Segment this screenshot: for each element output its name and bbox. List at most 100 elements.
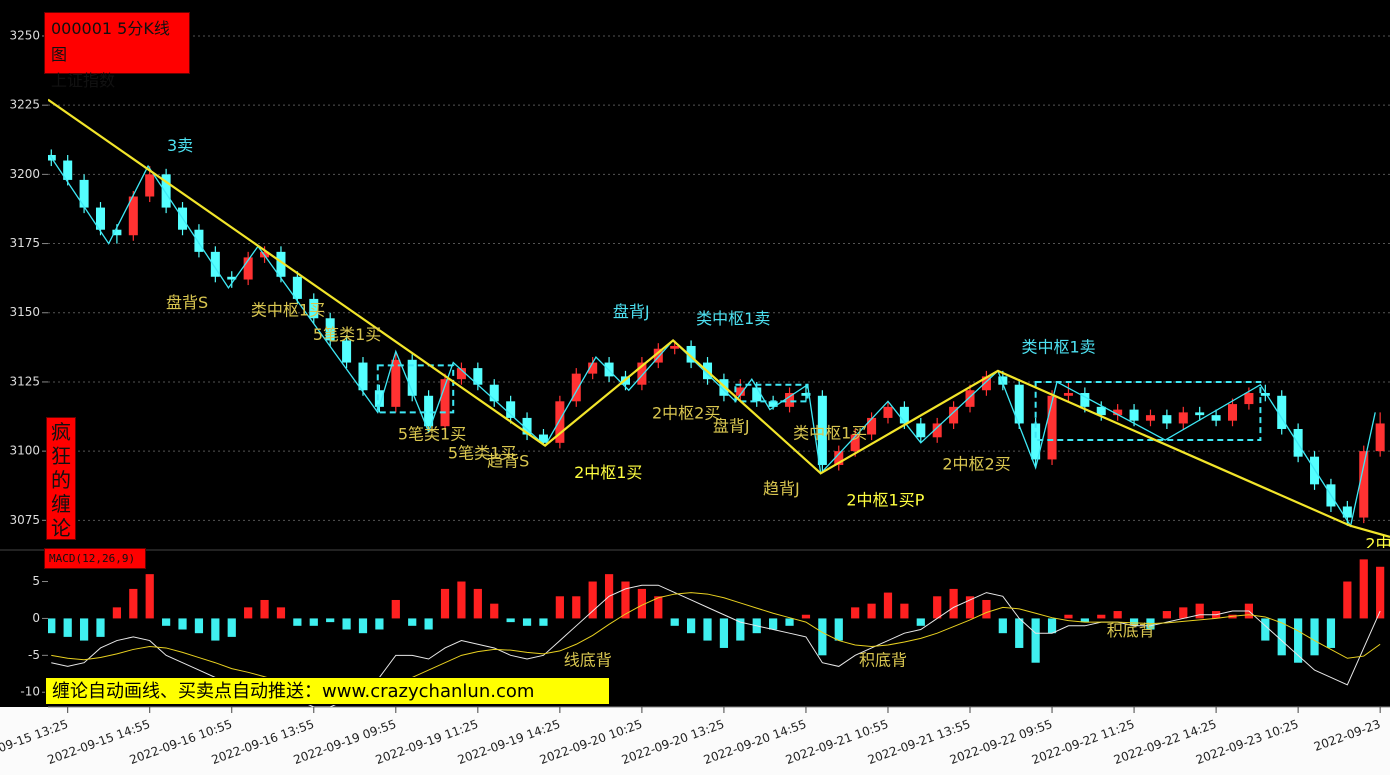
macd-bar <box>424 618 433 630</box>
candle-body <box>1375 423 1385 452</box>
candle-body <box>112 229 122 236</box>
macd-bar <box>79 618 89 641</box>
y-tick-label: -5 <box>28 648 40 662</box>
banner: 缠论自动画线、买卖点自动推送：www.crazychanlun.com <box>45 677 610 705</box>
macd-bar <box>1097 614 1106 619</box>
candle-body <box>883 406 893 418</box>
annotation: 2中枢1买 <box>574 463 642 482</box>
macd-bar <box>769 618 778 630</box>
candle-body <box>325 318 335 341</box>
candle-body <box>965 390 975 407</box>
macd-bar <box>1179 607 1188 619</box>
annotation: 3卖 <box>167 136 193 155</box>
macd-bar <box>96 618 105 637</box>
segment-line <box>48 98 1390 538</box>
candle-body <box>1277 395 1287 429</box>
macd-bar <box>851 607 860 619</box>
candle-body <box>1227 404 1238 421</box>
candle-body <box>1359 451 1369 518</box>
candle-body <box>506 401 516 418</box>
macd-bar <box>785 618 794 626</box>
macd-bar <box>1080 618 1089 623</box>
candle-body <box>243 257 253 280</box>
macd-bar <box>1294 618 1303 663</box>
axes: 307531003125315031753200322532502022-09-… <box>0 28 1382 767</box>
macd-bar <box>129 588 138 619</box>
candle-body <box>1195 412 1205 416</box>
macd-bar <box>965 596 975 619</box>
candle-body <box>949 406 959 424</box>
macd-bar <box>375 618 384 630</box>
macd-bar <box>440 588 450 619</box>
macd-bar <box>555 596 564 619</box>
macd-bar <box>1129 618 1139 626</box>
candle-body <box>571 373 581 402</box>
pivot-zone <box>734 383 809 403</box>
candle-body <box>981 376 991 391</box>
annotation: 5笔类1买 <box>398 425 466 444</box>
candle-body <box>374 390 384 407</box>
macd-bar <box>834 618 843 641</box>
annotation: 趋背S <box>487 452 529 471</box>
candle-body <box>1014 384 1024 424</box>
candle-body <box>1342 506 1352 518</box>
pivot-zone <box>1034 380 1262 442</box>
macd-bar <box>801 614 811 619</box>
candle-body <box>801 393 811 396</box>
candle-body <box>391 359 401 407</box>
macd-bar <box>473 588 482 619</box>
candle-body <box>424 395 434 427</box>
macd-bar <box>1162 611 1171 619</box>
y-tick-label: 5 <box>32 574 40 588</box>
candle-body <box>128 196 138 236</box>
macd-bar <box>621 581 630 619</box>
macd-bar <box>637 588 646 619</box>
y-tick-label: -10 <box>20 685 40 699</box>
candle-body <box>588 362 598 374</box>
candle-body <box>292 276 302 299</box>
macd-bar <box>506 618 515 623</box>
y-tick-label: 3125 <box>9 374 40 388</box>
macd-bar <box>1064 614 1073 619</box>
macd-bar <box>63 618 72 637</box>
candle-body <box>850 434 860 452</box>
macd-bar <box>309 618 318 626</box>
macd-bar <box>358 618 368 634</box>
candle-body <box>1063 393 1073 396</box>
macd-bar <box>670 618 679 626</box>
annotation: 类中枢1卖 <box>1022 337 1096 356</box>
macd-bar <box>1261 618 1270 641</box>
candle-body <box>1031 423 1041 460</box>
macd-bar <box>818 618 827 656</box>
candle-body <box>358 362 368 391</box>
candle-body <box>210 251 220 277</box>
candle-body <box>161 174 171 208</box>
macd-bar <box>194 618 204 634</box>
candle-body <box>1162 415 1172 424</box>
candle-body <box>834 451 844 465</box>
macd-bar <box>112 607 122 619</box>
candle-body <box>899 406 909 424</box>
candle-body <box>456 368 466 380</box>
macd-bar <box>982 599 991 619</box>
macd-bar <box>1113 611 1122 619</box>
candle-body <box>637 362 647 385</box>
candle-body <box>1145 415 1155 421</box>
macd-bar <box>588 581 597 619</box>
macd-bar <box>998 618 1007 634</box>
annotation: 2中枢2买 <box>652 404 720 423</box>
annotation: 5笔类1买 <box>313 325 381 344</box>
macd-bar <box>703 618 712 641</box>
annotation: 2中 <box>1365 535 1390 554</box>
candle-body <box>309 298 319 319</box>
annotation: 盘背J <box>713 417 750 436</box>
candle-body <box>555 401 565 443</box>
candle-body <box>1129 409 1139 421</box>
macd-bar <box>1310 618 1319 656</box>
chart-subtitle: 上证指数 <box>51 71 116 90</box>
macd-bar <box>1376 566 1385 619</box>
candle-body <box>653 348 663 363</box>
annotation: 趋背J <box>763 479 800 498</box>
